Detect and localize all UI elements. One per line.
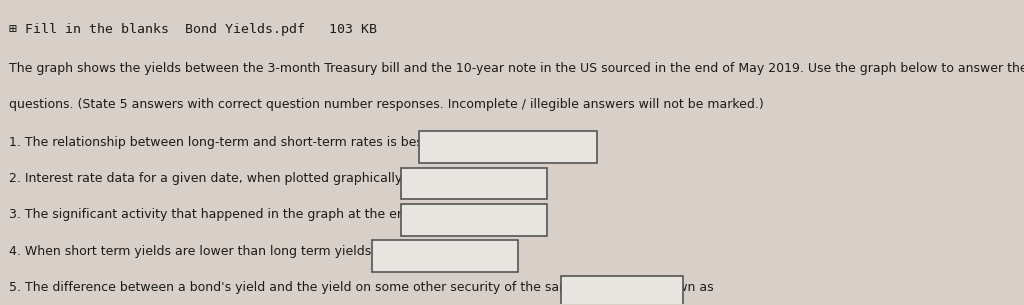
Text: questions. (State 5 answers with correct question number responses. Incomplete /: questions. (State 5 answers with correct… — [9, 98, 764, 111]
Text: ⊞ Fill in the blanks  Bond Yields.pdf   103 KB: ⊞ Fill in the blanks Bond Yields.pdf 103… — [9, 23, 377, 36]
Text: The graph shows the yields between the 3-month Treasury bill and the 10-year not: The graph shows the yields between the 3… — [9, 62, 1024, 75]
Text: 4. When short term yields are lower than long term yields, the curve is: 4. When short term yields are lower than… — [9, 245, 454, 258]
Text: 3. The significant activity that happened in the graph at the end of May 2019 is: 3. The significant activity that happene… — [9, 208, 509, 221]
FancyBboxPatch shape — [372, 240, 518, 272]
FancyBboxPatch shape — [401, 204, 547, 235]
Text: 2. Interest rate data for a given date, when plotted graphically is called: 2. Interest rate data for a given date, … — [9, 172, 458, 185]
Text: 5. The difference between a bond's yield and the yield on some other security of: 5. The difference between a bond's yield… — [9, 281, 714, 294]
FancyBboxPatch shape — [419, 131, 597, 163]
Text: 1. The relationship between long-term and short-term rates is best described as : 1. The relationship between long-term an… — [9, 136, 537, 149]
FancyBboxPatch shape — [401, 168, 547, 199]
FancyBboxPatch shape — [561, 276, 683, 305]
